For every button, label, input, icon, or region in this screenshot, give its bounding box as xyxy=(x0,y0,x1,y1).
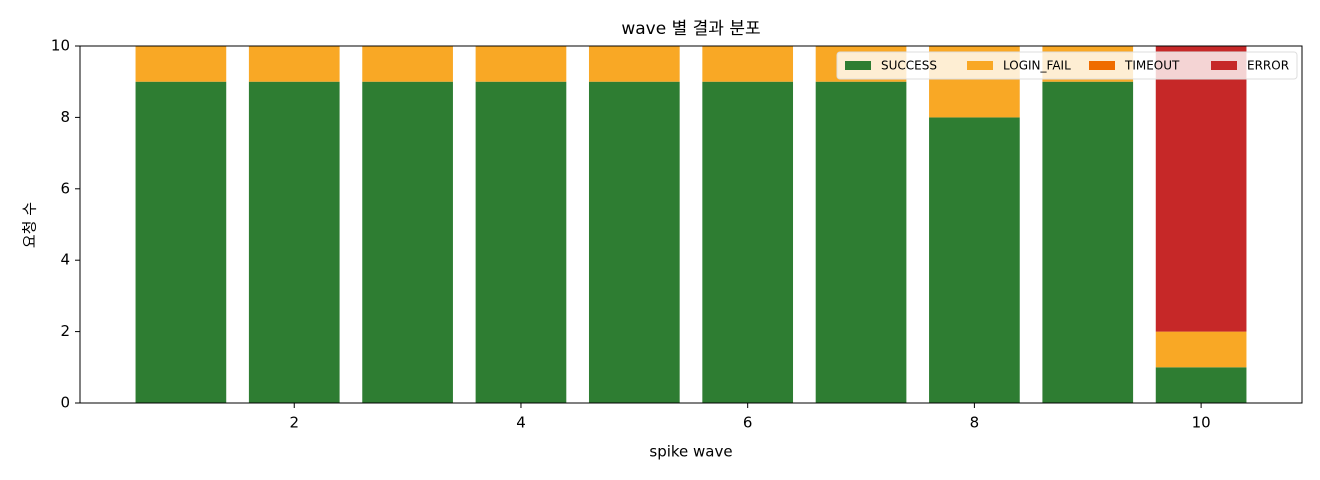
bar-segment xyxy=(1155,46,1247,332)
legend-label: ERROR xyxy=(1247,59,1289,73)
y-tick-label: 0 xyxy=(60,394,70,412)
bar-segment xyxy=(588,46,680,82)
legend-swatch xyxy=(967,61,993,70)
x-tick-label: 4 xyxy=(516,414,526,432)
bar-segment xyxy=(702,81,794,403)
bar-segment xyxy=(1155,367,1247,403)
chart-title: wave 별 결과 분포 xyxy=(621,19,760,39)
y-tick-label: 10 xyxy=(51,37,70,55)
bar-segment xyxy=(362,81,453,403)
bar-segment xyxy=(362,46,453,82)
x-tick-label: 6 xyxy=(743,414,753,432)
legend-box xyxy=(836,51,1298,80)
bar-segment xyxy=(702,46,794,82)
x-tick-label: 2 xyxy=(289,414,299,432)
x-tick-label: 8 xyxy=(970,414,980,432)
bar-segment xyxy=(1155,331,1247,368)
y-tick-label: 2 xyxy=(60,322,70,340)
bar-segment xyxy=(475,81,567,403)
bar-segment xyxy=(475,46,567,82)
legend-label: LOGIN_FAIL xyxy=(1003,59,1071,73)
y-axis-label: 요청 수 xyxy=(21,202,39,248)
bar-segment xyxy=(929,117,1020,404)
legend-label: TIMEOUT xyxy=(1124,59,1180,73)
y-tick-label: 4 xyxy=(60,251,70,269)
x-tick-label: 10 xyxy=(1192,414,1211,432)
y-tick-label: 6 xyxy=(60,179,70,197)
bar-segment xyxy=(248,81,340,403)
bar-segment xyxy=(248,46,340,82)
legend-swatch xyxy=(1089,61,1115,70)
legend-swatch xyxy=(1211,61,1237,70)
bar-segment xyxy=(815,81,907,403)
legend: SUCCESS LOGIN_FAIL TIMEOUT ERROR xyxy=(836,51,1298,80)
plot-frame xyxy=(79,45,1303,404)
bar-segment xyxy=(1042,81,1134,403)
legend-swatch xyxy=(845,61,871,70)
x-axis-label: spike wave xyxy=(649,443,732,461)
bar-segment xyxy=(135,81,227,403)
y-tick-label: 8 xyxy=(60,108,70,126)
bar-segment xyxy=(588,81,680,403)
bar-segment xyxy=(135,46,227,82)
legend-label: SUCCESS xyxy=(881,59,937,73)
